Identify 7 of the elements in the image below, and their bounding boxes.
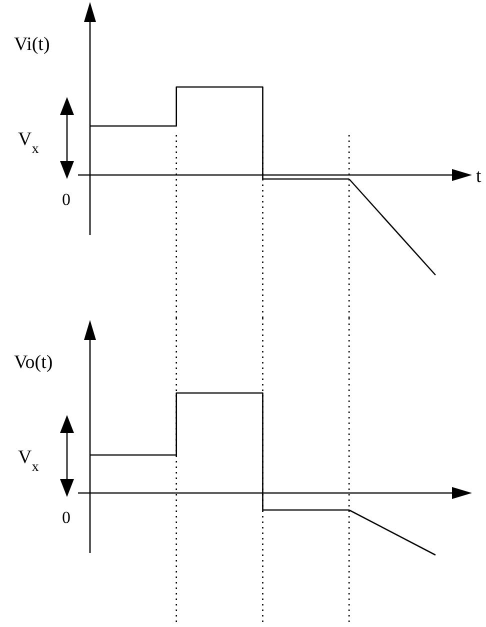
text: 0 xyxy=(62,190,70,209)
y-axis-title: Vi(t) xyxy=(14,34,50,55)
x-axis-title: t xyxy=(476,166,482,187)
text: V$_{x}$ xyxy=(18,129,39,157)
text: 0 xyxy=(62,508,70,527)
text: V$_{x}$ xyxy=(18,447,39,475)
y-axis-title: Vo(t) xyxy=(14,352,53,373)
